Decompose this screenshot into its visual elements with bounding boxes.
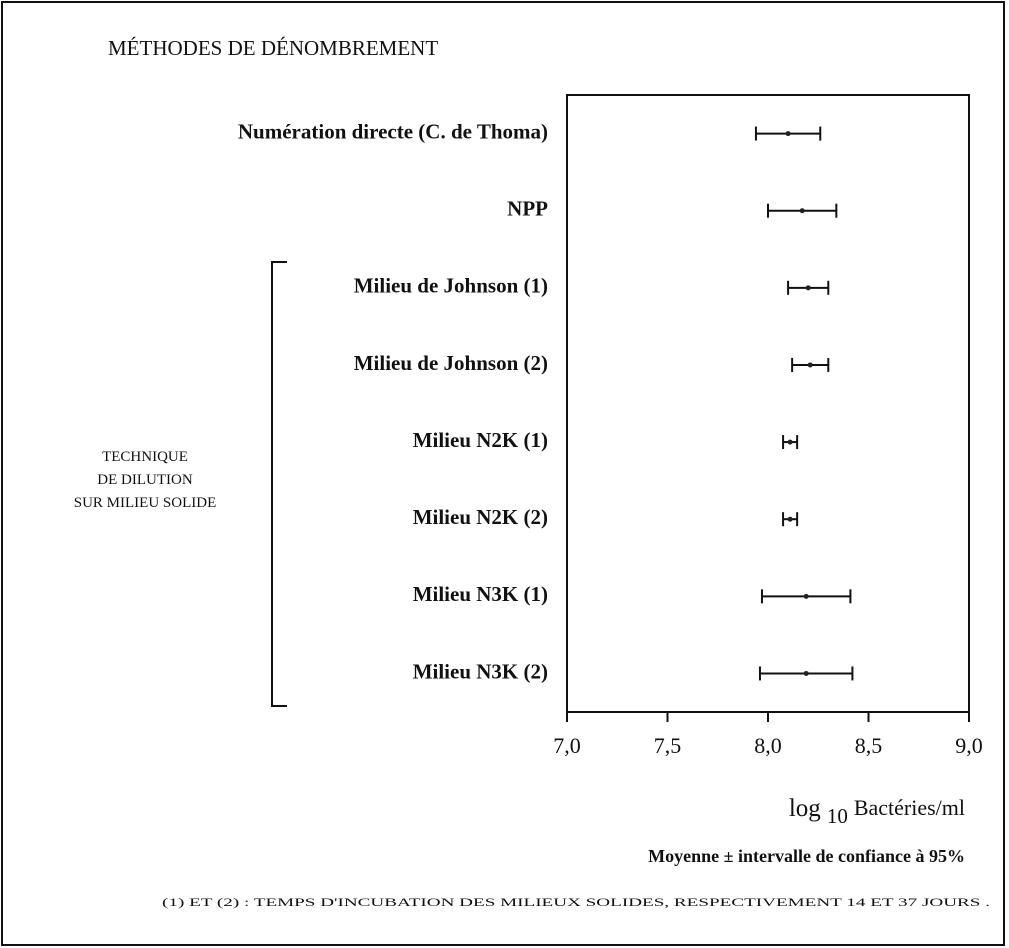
mean-point: [799, 208, 805, 214]
category-label: Numération directe (C. de Thoma): [238, 119, 548, 143]
group-label: DE DILUTION: [97, 472, 193, 488]
mean-point: [807, 362, 813, 368]
category-label: Milieu N2K (1): [413, 428, 548, 452]
category-label: Milieu de Johnson (1): [354, 274, 548, 298]
mean-point: [803, 593, 809, 599]
mean-point: [785, 131, 791, 137]
category-label: Milieu N3K (2): [413, 659, 548, 683]
x-label-unit: Bactéries/ml: [854, 795, 965, 820]
mean-point: [787, 439, 793, 445]
plot-area: [566, 94, 970, 713]
mean-point: [805, 285, 811, 291]
group-bracket: [271, 261, 287, 707]
category-label: Milieu de Johnson (2): [354, 351, 548, 375]
x-tick-label: 9,0: [955, 733, 983, 758]
category-label: Milieu N3K (1): [413, 582, 548, 606]
chart-title: MÉTHODES DE DÉNOMBREMENT: [108, 36, 438, 60]
subtitle: Moyenne ± intervalle de confiance à 95%: [648, 846, 965, 866]
x-label-text: log: [789, 795, 821, 822]
x-tick-label: 7,5: [654, 733, 682, 758]
x-tick-label: 7,0: [553, 733, 581, 758]
footnote: (1) ET (2) : TEMPS D'INCUBATION DES MILI…: [162, 895, 990, 909]
group-label: TECHNIQUE: [102, 449, 188, 465]
group-label: SUR MILIEU SOLIDE: [74, 495, 217, 511]
category-label: Milieu N2K (2): [413, 505, 548, 529]
x-label-subscript: 10: [827, 804, 848, 828]
mean-point: [787, 516, 793, 522]
x-axis-label: log 10 Bactéries/ml: [789, 795, 965, 828]
x-tick-label: 8,0: [754, 733, 782, 758]
mean-point: [803, 670, 809, 676]
x-tick-label: 8,5: [855, 733, 883, 758]
category-label: NPP: [507, 197, 548, 221]
